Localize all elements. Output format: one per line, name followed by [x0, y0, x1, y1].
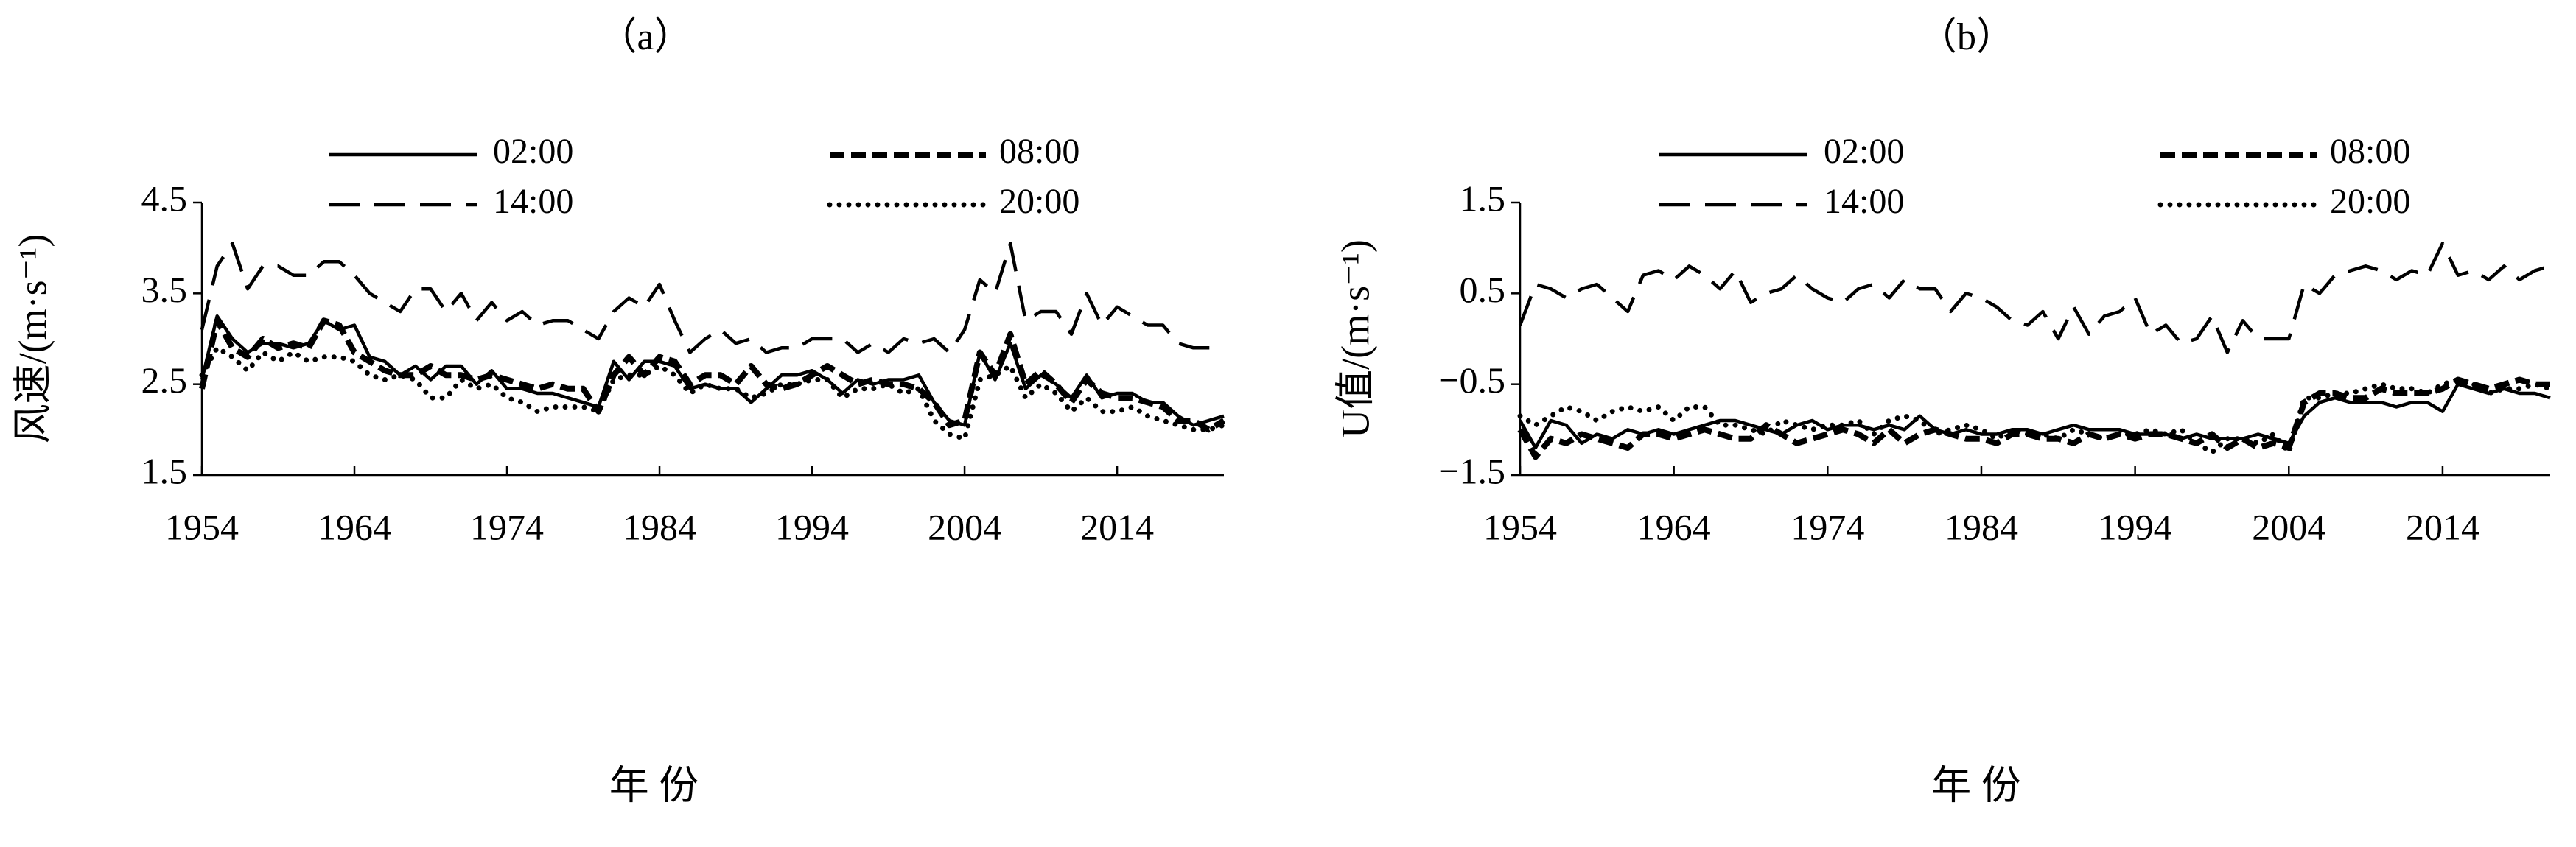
y-tick-label: 0.5 — [1460, 269, 1506, 310]
legend-label: 20:00 — [999, 182, 1079, 221]
y-tick-label: 3.5 — [141, 269, 188, 310]
x-tick-label: 1954 — [1483, 506, 1557, 547]
y-tick-label: 4.5 — [141, 178, 188, 219]
legend-label: 02:00 — [493, 132, 573, 171]
legend-label: 14:00 — [493, 182, 573, 221]
x-tick-label: 1974 — [470, 506, 544, 547]
x-axis-label: 年 份 — [1931, 763, 2021, 807]
chart-panel: （b） −1.5 −0.5 0.5 1.5 1954 1964 1974 1984 1994 200… — [1333, 16, 2553, 807]
x-tick-label: 1974 — [1791, 506, 1864, 547]
chart-title: （a） — [598, 16, 692, 58]
data-line — [200, 314, 1225, 427]
legend-label: 08:00 — [999, 132, 1079, 171]
x-tick-label: 2004 — [928, 506, 1001, 547]
x-tick-label: 2014 — [2406, 506, 2479, 547]
chart-panel: （a） 1.5 2.5 3.5 4.5 1954 1964 1974 1984 1994 2004 2… — [10, 16, 1227, 807]
data-line — [1517, 376, 2550, 460]
data-line — [1517, 377, 2553, 455]
chart-title: （b） — [1919, 16, 2015, 58]
data-line — [1519, 382, 2551, 450]
x-tick-label: 1964 — [1637, 506, 1711, 547]
legend-label: 08:00 — [2330, 132, 2410, 171]
legend-label: 20:00 — [2330, 182, 2410, 221]
y-tick-label: −1.5 — [1438, 450, 1505, 491]
data-line — [1518, 242, 2551, 354]
x-tick-label: 1964 — [318, 506, 391, 547]
legend-label: 02:00 — [1824, 132, 1904, 171]
y-tick-label: 1.5 — [141, 450, 188, 491]
x-tick-label: 1994 — [775, 506, 849, 547]
x-tick-label: 1954 — [165, 506, 239, 547]
x-tick-label: 2004 — [2252, 506, 2325, 547]
x-tick-label: 1984 — [1945, 506, 2018, 547]
data-line — [199, 345, 1227, 442]
y-tick-label: 1.5 — [1460, 178, 1506, 219]
x-tick-label: 2014 — [1080, 506, 1154, 547]
y-axis-label: U值/(m·s⁻¹) — [1333, 239, 1377, 438]
data-line — [200, 242, 1224, 354]
y-tick-label: 2.5 — [141, 359, 188, 401]
y-tick-label: −0.5 — [1438, 359, 1505, 401]
x-tick-label: 1994 — [2099, 506, 2172, 547]
legend-label: 14:00 — [1824, 182, 1904, 221]
x-axis-label: 年 份 — [609, 763, 699, 807]
y-axis-label: 风速/(m·s⁻¹) — [10, 234, 55, 444]
x-tick-label: 1984 — [623, 506, 696, 547]
data-line — [199, 317, 1226, 433]
